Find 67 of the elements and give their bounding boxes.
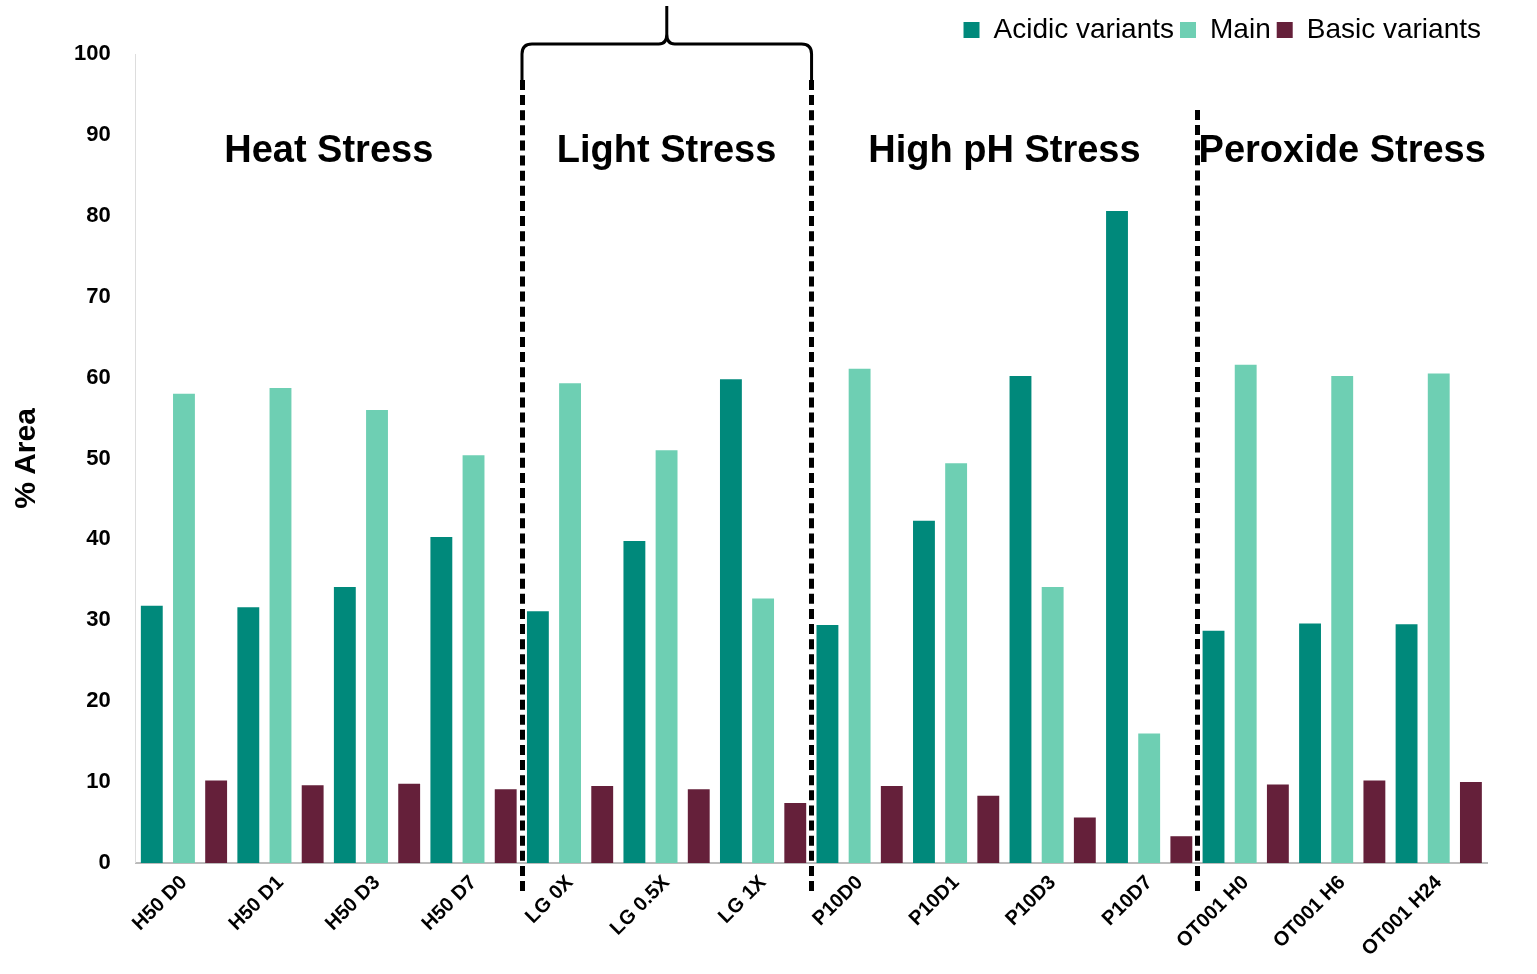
y-tick-label: 80 <box>86 201 111 227</box>
bar <box>880 786 903 863</box>
bar <box>1170 836 1193 863</box>
y-tick-label: 90 <box>86 120 111 146</box>
bar <box>1266 784 1289 863</box>
bar <box>1395 624 1418 863</box>
x-tick-label: H50 D1 <box>223 870 288 935</box>
y-tick-label: 10 <box>86 768 111 794</box>
bar <box>1363 780 1386 863</box>
y-tick-label: 50 <box>86 444 111 470</box>
bar <box>655 450 678 863</box>
legend-label: Acidic variants <box>993 12 1175 44</box>
bar <box>430 536 453 863</box>
bar <box>173 393 195 863</box>
bar <box>945 463 968 863</box>
bar <box>462 455 485 863</box>
y-tick-label: 100 <box>73 40 111 66</box>
bar <box>205 780 228 863</box>
bar <box>816 625 839 863</box>
y-tick-label: 30 <box>86 606 111 632</box>
bar <box>1459 782 1482 863</box>
bar <box>913 520 935 863</box>
bar <box>752 598 775 863</box>
bar <box>1106 210 1128 863</box>
bar <box>1138 733 1161 863</box>
bar <box>848 368 871 863</box>
annotation: Peroxide Stress <box>1198 128 1486 171</box>
y-tick-label: 0 <box>98 848 111 874</box>
y-tick-label: 70 <box>86 282 111 308</box>
y-tick-label: 20 <box>86 687 111 713</box>
bar <box>1202 630 1225 863</box>
bar <box>526 611 549 863</box>
bar <box>1009 375 1032 863</box>
bar <box>1299 623 1321 863</box>
bar <box>977 795 1000 863</box>
bar <box>301 785 324 863</box>
bar <box>237 607 260 863</box>
bar <box>1073 817 1096 863</box>
bar <box>591 786 614 863</box>
x-tick-label: LG 1X <box>713 870 771 928</box>
annotation: Light Stress <box>556 128 777 171</box>
bar <box>1427 373 1450 863</box>
bar <box>687 789 710 863</box>
bar <box>398 783 421 863</box>
bar <box>494 789 517 863</box>
annotation: Heat Stress <box>224 128 434 171</box>
bar <box>559 383 581 863</box>
y-tick-label: 40 <box>86 525 111 551</box>
x-tick-label: LG 0X <box>520 870 578 928</box>
legend-label: Main <box>1210 12 1271 44</box>
bar <box>1041 587 1064 863</box>
bar <box>366 409 388 863</box>
bar <box>719 379 742 863</box>
y-axis-title: % Area <box>8 407 42 509</box>
x-tick-label: H50 D0 <box>127 870 191 935</box>
annotation: High pH Stress <box>868 128 1141 171</box>
x-tick-label: H50 D7 <box>416 870 481 935</box>
bar <box>140 605 163 863</box>
bar <box>1234 364 1257 863</box>
bar <box>623 540 646 863</box>
bar <box>269 388 292 863</box>
bar <box>1331 375 1354 863</box>
y-tick-label: 60 <box>86 363 111 389</box>
bar <box>333 587 356 863</box>
legend-label: Basic variants <box>1306 12 1482 44</box>
bar <box>784 803 807 863</box>
x-tick-label: H50 D3 <box>320 870 384 935</box>
